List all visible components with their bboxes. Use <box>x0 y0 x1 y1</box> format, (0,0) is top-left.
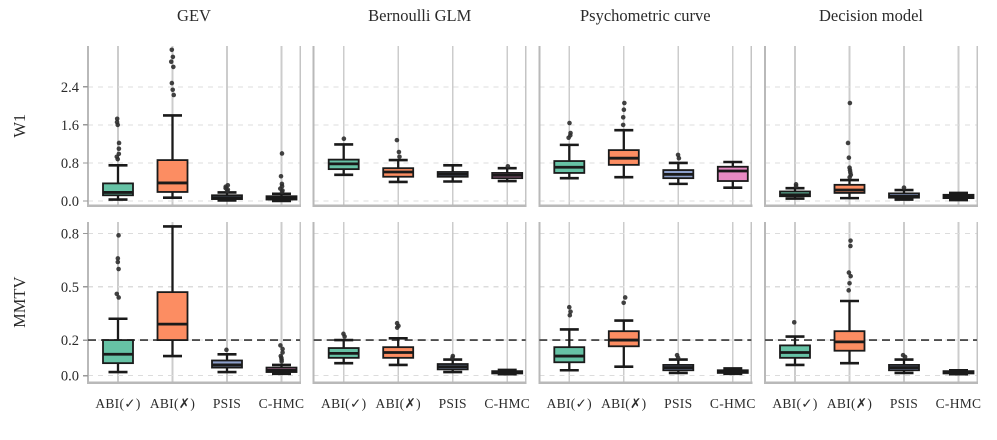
outlier-point <box>847 165 852 170</box>
outlier-point <box>506 164 511 169</box>
outlier-point <box>169 59 174 64</box>
boxplot-figure-svg: GEV Bernoulli GLM Psychometric curve Decisi… <box>0 0 997 435</box>
outlier-point <box>171 93 176 98</box>
outlier-point <box>117 152 122 157</box>
outlier-point <box>846 141 851 146</box>
y-tick-label: 0.8 <box>61 227 79 243</box>
row-ylabel: W1 <box>10 114 29 138</box>
outlier-point <box>621 123 626 128</box>
outlier-point <box>848 101 853 106</box>
outlier-point <box>792 320 797 325</box>
outlier-point <box>848 244 853 249</box>
x-category-label: PSIS <box>439 396 467 411</box>
x-category-label: C-HMC <box>484 396 530 411</box>
outlier-point <box>847 281 852 286</box>
outlier-point <box>901 353 906 358</box>
outlier-point <box>116 233 121 238</box>
y-tick-label: 0.2 <box>61 333 79 349</box>
outlier-point <box>226 183 231 188</box>
outlier-point <box>676 153 681 158</box>
x-category-label: C-HMC <box>710 396 756 411</box>
x-category-label: ABI(✓) <box>95 396 140 411</box>
x-category-label: ABI(✗) <box>601 396 646 411</box>
outlier-point <box>341 332 346 337</box>
x-category-label: ABI(✓) <box>321 396 366 411</box>
x-category-label: C-HMC <box>936 396 982 411</box>
outlier-point <box>568 131 573 136</box>
outlier-point <box>117 146 122 151</box>
outlier-point <box>397 154 402 159</box>
y-tick-label: 0.5 <box>61 280 79 296</box>
outlier-point <box>623 295 628 300</box>
outlier-point <box>342 136 347 141</box>
outlier-point <box>397 150 402 155</box>
y-tick-label: 0.8 <box>61 156 79 172</box>
row-ylabel: MMTV <box>10 277 29 328</box>
outlier-point <box>170 81 175 86</box>
y-tick-label: 0.0 <box>61 194 79 210</box>
x-category-label: ABI(✗) <box>827 396 872 411</box>
outlier-point <box>847 155 852 160</box>
outlier-point <box>847 270 852 275</box>
outlier-point <box>116 267 121 272</box>
outlier-point <box>170 48 175 53</box>
outlier-point <box>224 348 229 353</box>
x-category-label: PSIS <box>213 396 241 411</box>
y-tick-label: 2.4 <box>61 80 80 96</box>
outlier-point <box>568 309 573 314</box>
outlier-point <box>451 354 456 359</box>
panel-title: Bernoulli GLM <box>368 6 471 25</box>
panel-title: Psychometric curve <box>580 6 711 25</box>
outlier-point <box>567 121 572 126</box>
x-category-label: PSIS <box>890 396 918 411</box>
box-abi-cross <box>158 160 188 192</box>
outlier-point <box>171 55 176 60</box>
outlier-point <box>278 343 283 348</box>
outlier-point <box>675 353 680 358</box>
outlier-point <box>846 288 851 293</box>
panel-title: Decision model <box>819 6 923 25</box>
boxplot-figure: GEV Bernoulli GLM Psychometric curve Decisi… <box>0 0 997 435</box>
panel-title: GEV <box>177 6 211 25</box>
x-category-label: ABI(✗) <box>150 396 195 411</box>
outlier-point <box>621 115 626 120</box>
outlier-point <box>170 87 175 92</box>
x-category-label: ABI(✗) <box>376 396 421 411</box>
outlier-point <box>622 101 627 106</box>
outlier-point <box>395 138 400 143</box>
outlier-point <box>116 256 121 261</box>
outlier-point <box>115 116 120 121</box>
outlier-point <box>567 305 572 310</box>
outlier-point <box>621 300 626 305</box>
x-category-label: ABI(✓) <box>547 396 592 411</box>
outlier-point <box>171 65 176 70</box>
outlier-point <box>848 238 853 243</box>
y-tick-label: 1.6 <box>61 118 79 134</box>
outlier-point <box>622 107 627 112</box>
outlier-point <box>280 151 285 156</box>
y-tick-label: 0.0 <box>61 369 79 385</box>
x-category-label: ABI(✓) <box>772 396 817 411</box>
box-c-hmc <box>718 167 748 181</box>
box-abi-check <box>103 340 133 363</box>
x-category-label: C-HMC <box>259 396 305 411</box>
outlier-point <box>794 182 799 187</box>
outlier-point <box>117 141 122 146</box>
outlier-point <box>902 185 907 190</box>
x-category-label: PSIS <box>664 396 692 411</box>
outlier-point <box>280 182 285 187</box>
outlier-point <box>395 321 400 326</box>
box-abi-cross <box>158 292 188 340</box>
outlier-point <box>279 174 284 179</box>
outlier-point <box>114 292 119 297</box>
